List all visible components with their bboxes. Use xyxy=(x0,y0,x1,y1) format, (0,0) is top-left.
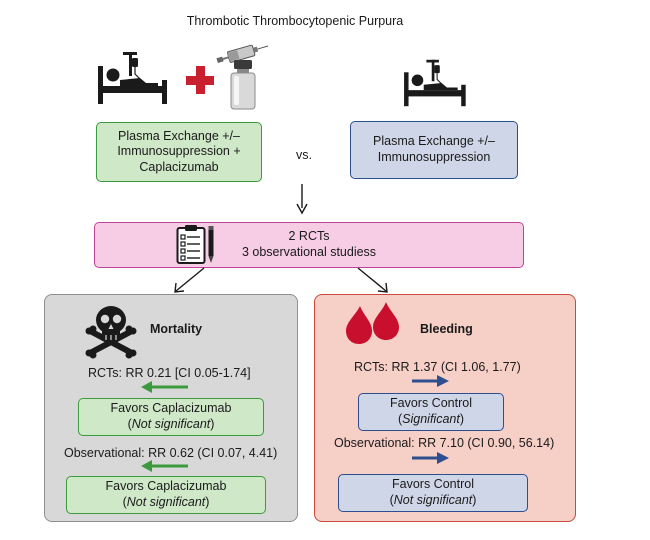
studies-line-2: 3 observational studiess xyxy=(241,245,377,259)
mortality-rct-result: RCTs: RR 0.21 [CI 0.05-1.74] xyxy=(88,366,251,380)
blood-drops-icon xyxy=(346,302,399,344)
pencil-icon xyxy=(208,226,214,263)
arrow-to-bleeding-icon xyxy=(357,267,388,293)
bleeding-obs-favors: Favors Control xyxy=(392,477,474,492)
arrow-down-icon xyxy=(296,184,308,215)
studies-line-1: 2 RCTs xyxy=(288,229,330,244)
syringe-icon xyxy=(216,44,269,64)
clipboard-icon xyxy=(176,225,206,264)
diagram-title: Thrombotic Thrombocytopenic Purpura xyxy=(186,14,404,28)
mortality-rct-favors: Favors Caplacizumab xyxy=(110,401,232,416)
skull-crossbones-icon xyxy=(85,306,137,359)
hospital-bed-icon xyxy=(404,59,466,107)
vial-icon xyxy=(230,60,256,110)
vs-label: vs. xyxy=(296,148,312,162)
bleeding-obs-result: Observational: RR 7.10 (CI 0.90, 56.14) xyxy=(334,436,555,450)
arrow-right-icon xyxy=(412,452,449,464)
bleeding-rct-favors: Favors Control xyxy=(390,396,472,411)
mortality-obs-favors-box: Favors Caplacizumab (Not significant) xyxy=(66,476,266,514)
bleeding-rct-result: RCTs: RR 1.37 (CI 1.06, 1.77) xyxy=(354,360,521,374)
intervention-line-1: Plasma Exchange +/– xyxy=(118,128,240,143)
bleeding-obs-significance-wrap: (Not significant) xyxy=(389,493,477,507)
bleeding-obs-significance: Not significant xyxy=(393,493,473,507)
mortality-obs-significance: Not significant xyxy=(126,495,206,509)
arrow-left-icon xyxy=(141,460,188,472)
mortality-obs-result: Observational: RR 0.62 (CI 0.07, 4.41) xyxy=(64,446,278,460)
bleeding-rct-significance: Significant xyxy=(402,412,460,426)
mortality-heading: Mortality xyxy=(150,322,203,336)
intervention-box: Plasma Exchange +/– Immunosuppression + … xyxy=(96,122,262,182)
mortality-obs-favors: Favors Caplacizumab xyxy=(105,479,227,494)
intervention-line-3: Caplacizumab xyxy=(139,159,219,174)
intervention-line-2: Immunosuppression + xyxy=(117,144,241,159)
arrow-to-mortality-icon xyxy=(174,267,205,293)
studies-box: 2 RCTs 3 observational studiess xyxy=(94,222,524,268)
mortality-rct-favors-box: Favors Caplacizumab (Not significant) xyxy=(78,398,264,436)
bleeding-rct-favors-box: Favors Control (Significant) xyxy=(358,393,504,431)
bleeding-rct-significance-wrap: (Significant) xyxy=(397,412,465,426)
mortality-rct-significance-wrap: (Not significant) xyxy=(127,417,215,431)
mortality-rct-significance: Not significant xyxy=(131,417,211,431)
comparator-line-2: Immunosuppression xyxy=(377,150,491,164)
arrow-right-icon xyxy=(412,375,449,387)
arrow-left-icon xyxy=(141,381,188,393)
comparator-line-1: Plasma Exchange +/– xyxy=(373,134,495,149)
bleeding-heading: Bleeding xyxy=(420,322,473,336)
comparator-box: Plasma Exchange +/– Immunosuppression xyxy=(350,121,518,179)
bleeding-obs-favors-box: Favors Control (Not significant) xyxy=(338,474,528,512)
hospital-bed-icon xyxy=(98,52,167,104)
mortality-obs-significance-wrap: (Not significant) xyxy=(122,495,210,509)
plus-icon xyxy=(186,66,214,94)
